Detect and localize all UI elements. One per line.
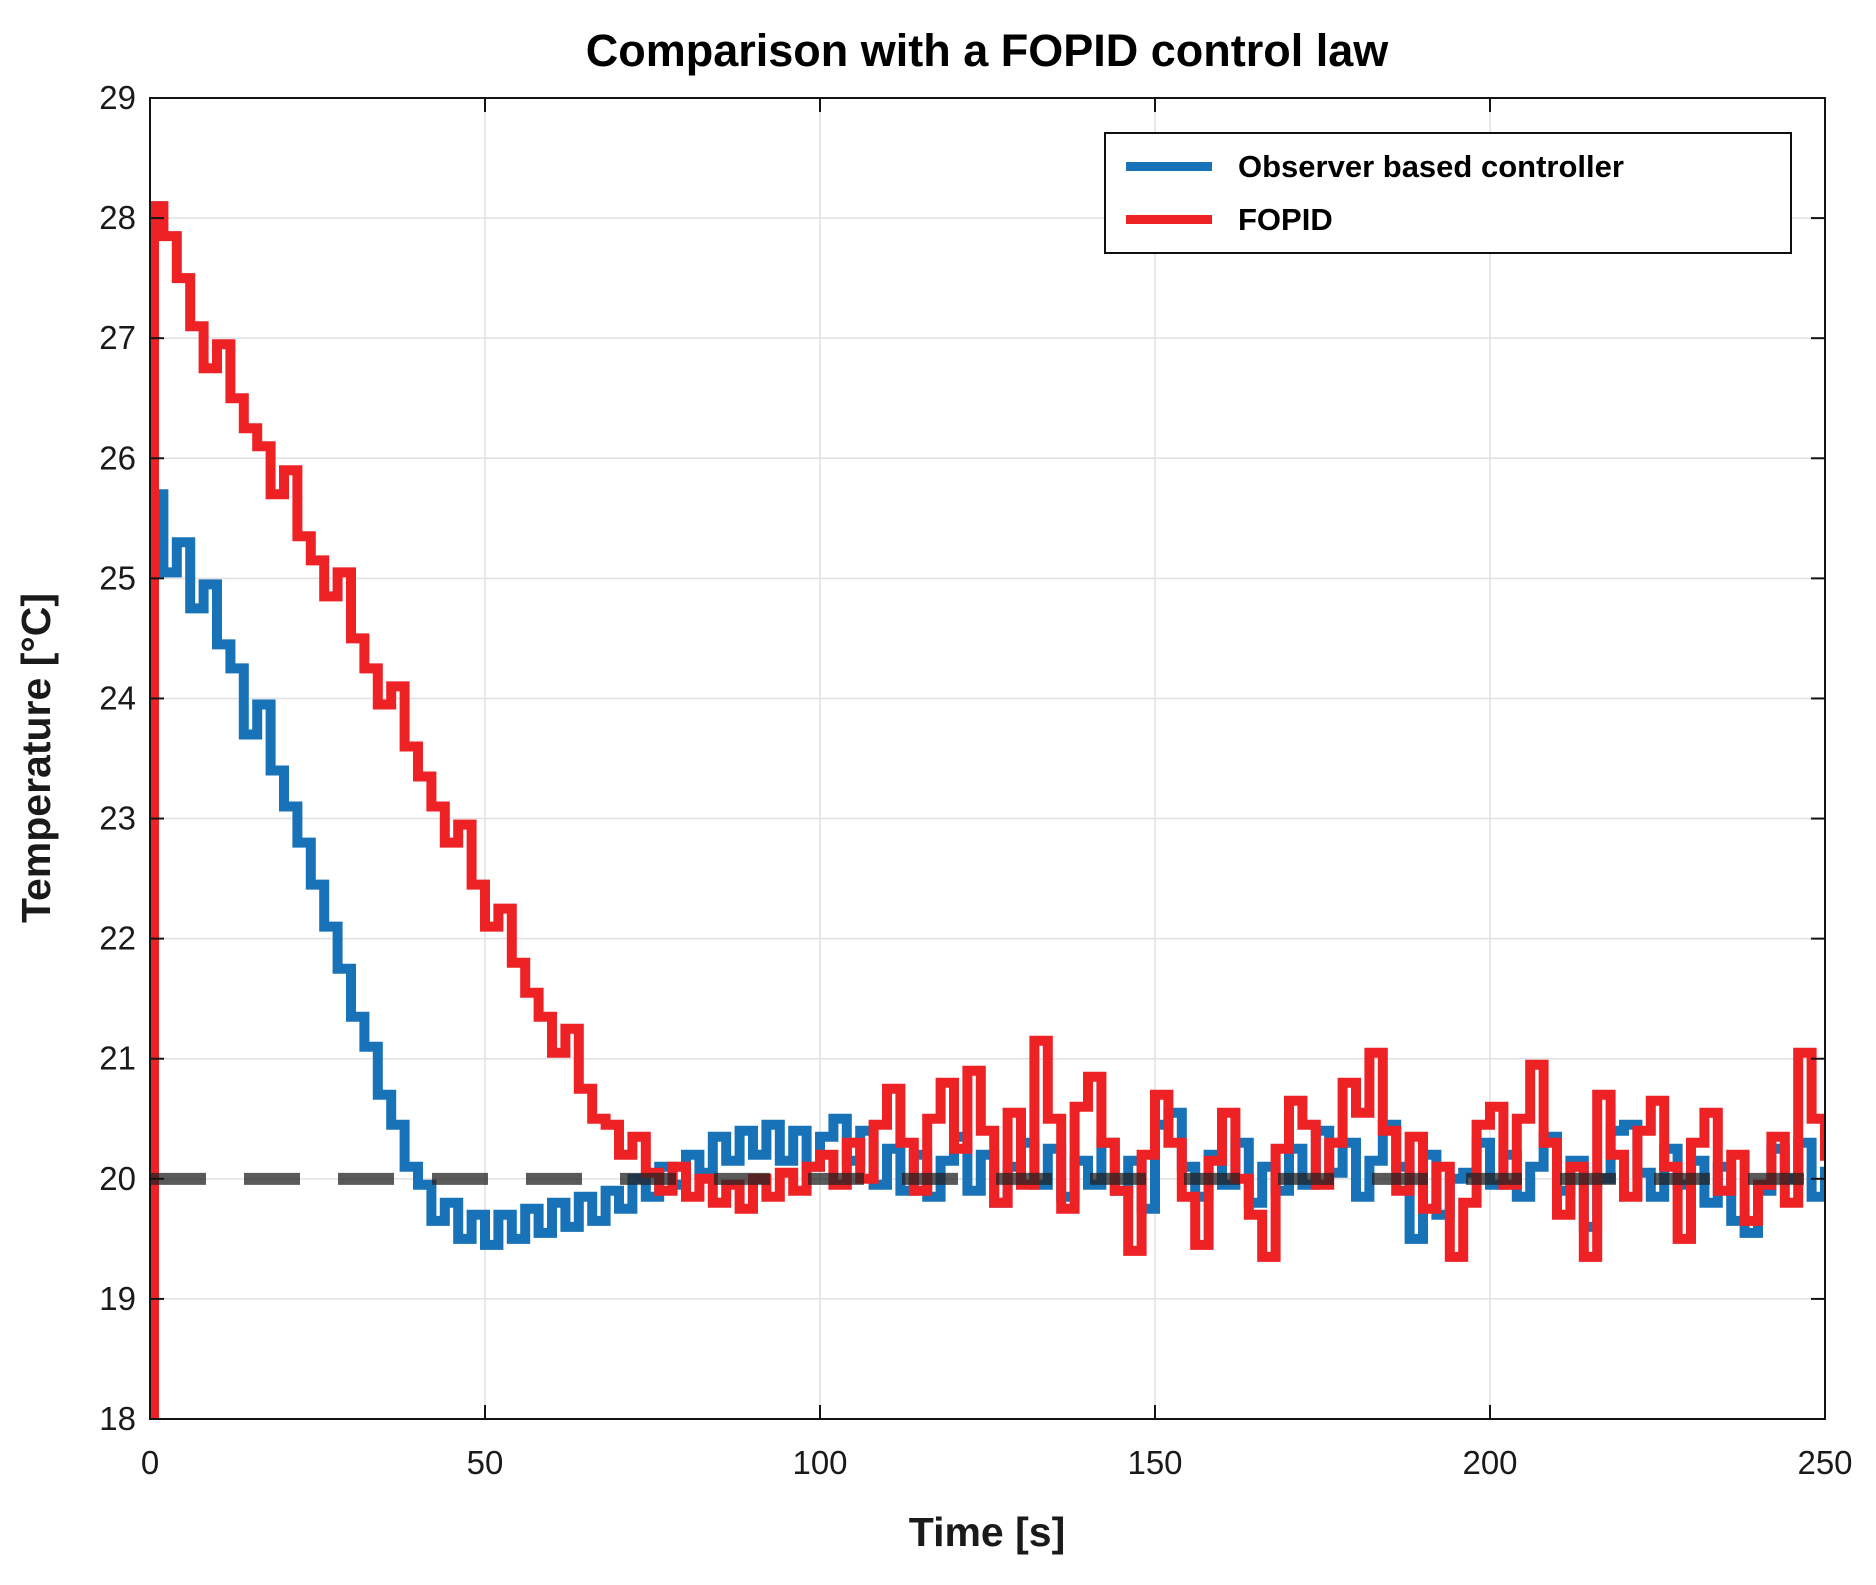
y-axis-label: Temperature [°C] [13,593,59,923]
x-tick-label: 150 [1127,1444,1182,1481]
y-tick-label: 24 [99,679,136,716]
legend: Observer based controller FOPID [1104,132,1792,254]
y-tick-label: 29 [99,79,136,116]
x-axis-label: Time [s] [909,1509,1065,1555]
legend-item-fopid: FOPID [1126,204,1770,235]
x-tick-label: 100 [792,1444,847,1481]
y-tick-label: 25 [99,559,136,596]
y-tick-label: 20 [99,1160,136,1197]
gridlines [150,98,1825,1419]
chart-title: Comparison with a FOPID control law [586,25,1390,76]
y-tick-label: 19 [99,1280,136,1317]
legend-item-observer: Observer based controller [1126,151,1770,182]
y-tick-label: 23 [99,800,136,837]
x-tick-label: 50 [467,1444,504,1481]
y-tick-label: 27 [99,319,136,356]
y-tick-label: 26 [99,439,136,476]
x-tick-labels: 0 50 100 150 200 250 [141,1444,1853,1481]
x-tick-label: 200 [1462,1444,1517,1481]
tick-marks [149,97,1826,1420]
x-tick-label: 250 [1797,1444,1852,1481]
plot-series-layer [150,201,1825,1419]
y-tick-label: 18 [99,1400,136,1437]
legend-swatch-fopid [1126,215,1212,224]
legend-swatch-observer [1126,162,1212,171]
y-tick-label: 28 [99,199,136,236]
series-fopid-line [150,201,1825,1419]
legend-label-observer: Observer based controller [1238,149,1624,184]
x-tick-label: 0 [141,1444,159,1481]
y-tick-labels: 18 19 20 21 22 23 24 25 26 27 28 29 [99,79,136,1437]
legend-label-fopid: FOPID [1238,202,1333,237]
y-tick-label: 21 [99,1040,136,1077]
y-tick-label: 22 [99,920,136,957]
axes-box [149,97,1826,1420]
